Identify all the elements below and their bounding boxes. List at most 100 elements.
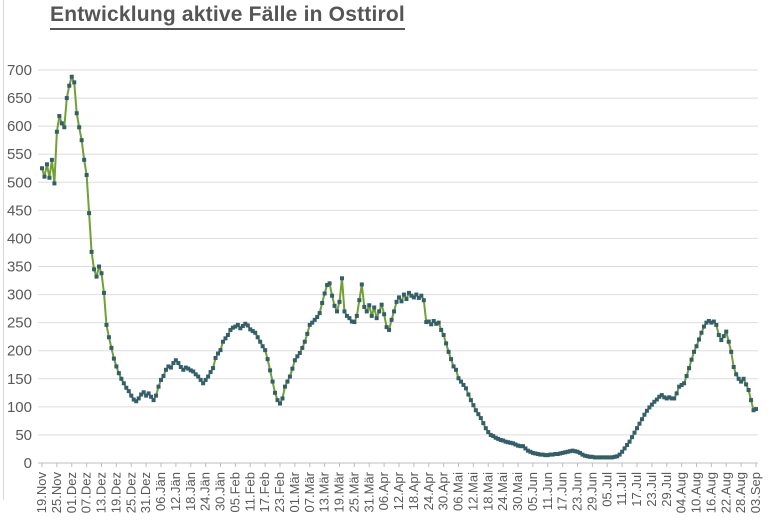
- data-point-marker: [198, 377, 203, 382]
- data-point-marker: [235, 322, 240, 327]
- data-point-marker: [243, 321, 248, 326]
- data-point-marker: [488, 432, 493, 437]
- data-point-marker: [498, 437, 503, 442]
- data-point-marker: [263, 348, 268, 353]
- data-point-marker: [573, 449, 578, 454]
- data-point-marker: [426, 319, 431, 324]
- x-axis-tick-label: 22.Aug: [718, 472, 733, 513]
- data-point-marker: [367, 303, 372, 308]
- data-point-marker: [696, 337, 701, 342]
- data-point-marker: [339, 276, 344, 281]
- data-point-marker: [741, 376, 746, 381]
- x-axis-tick-label: 23.Jun: [570, 472, 585, 511]
- data-point-marker: [176, 361, 181, 366]
- data-point-marker: [188, 368, 193, 373]
- data-point-marker: [238, 326, 243, 331]
- x-axis-tick-label: 10.Aug: [689, 472, 704, 513]
- data-point-marker: [126, 389, 131, 394]
- data-point-marker: [491, 434, 496, 439]
- data-point-marker: [577, 450, 582, 455]
- data-point-marker: [458, 379, 463, 384]
- data-point-marker: [563, 450, 568, 455]
- y-axis-tick-label: 50: [15, 427, 32, 444]
- data-point-marker: [424, 320, 429, 325]
- data-point-marker: [746, 388, 751, 393]
- data-point-marker: [349, 319, 354, 324]
- data-point-marker: [97, 264, 102, 269]
- data-point-marker: [193, 372, 198, 377]
- data-point-marker: [513, 442, 518, 447]
- data-point-marker: [543, 453, 548, 458]
- data-point-marker: [585, 454, 590, 459]
- data-point-marker: [436, 320, 441, 325]
- data-point-marker: [706, 318, 711, 323]
- data-point-marker: [121, 381, 126, 386]
- data-point-marker: [273, 390, 278, 395]
- x-axis-tick-label: 25.Mär: [346, 471, 361, 512]
- data-point-marker: [535, 452, 540, 457]
- data-point-marker: [647, 405, 652, 410]
- data-point-marker: [72, 80, 77, 85]
- data-point-marker: [359, 282, 364, 287]
- data-point-marker: [739, 379, 744, 384]
- data-point-marker: [186, 366, 191, 371]
- data-point-marker: [42, 174, 47, 179]
- data-point-marker: [592, 455, 597, 460]
- data-point-marker: [116, 371, 121, 376]
- data-point-marker: [131, 397, 136, 402]
- data-point-marker: [183, 365, 188, 370]
- data-point-marker: [196, 374, 201, 379]
- data-point-marker: [716, 332, 721, 337]
- y-axis-tick-label: 350: [7, 259, 32, 276]
- x-axis-tick-label: 24.Apr: [421, 471, 436, 510]
- data-point-marker: [617, 452, 622, 457]
- data-point-marker: [692, 349, 697, 354]
- data-point-marker: [600, 455, 605, 460]
- data-point-marker: [379, 302, 384, 307]
- data-point-marker: [389, 317, 394, 322]
- data-point-marker: [364, 309, 369, 314]
- x-axis-tick-label: 24.Jän: [198, 472, 213, 511]
- data-point-marker: [216, 351, 221, 356]
- data-point-marker: [582, 453, 587, 458]
- data-point-marker: [203, 377, 208, 382]
- x-axis-tick-label: 05.Jun: [525, 472, 540, 511]
- x-axis-tick-label: 30.Jän: [213, 472, 228, 511]
- x-axis-tick-label: 16.Aug: [703, 472, 718, 513]
- data-point-marker: [320, 300, 325, 305]
- data-point-marker: [79, 138, 84, 143]
- data-point-marker: [565, 449, 570, 454]
- x-axis-tick-label: 12.Mai: [465, 472, 480, 511]
- data-point-marker: [496, 436, 501, 441]
- data-point-marker: [178, 365, 183, 369]
- x-axis-tick-label: 28.Aug: [733, 472, 748, 513]
- data-point-marker: [654, 397, 659, 402]
- data-point-marker: [642, 412, 647, 417]
- data-point-marker: [486, 430, 491, 435]
- data-point-marker: [463, 386, 468, 391]
- data-point-marker: [652, 399, 657, 404]
- x-axis-tick-label: 11.Jun: [540, 472, 555, 510]
- data-point-marker: [605, 455, 610, 460]
- data-point-marker: [518, 444, 523, 449]
- data-point-marker: [406, 290, 411, 295]
- data-point-marker: [322, 291, 327, 296]
- x-axis-tick-label: 18.Apr: [406, 471, 421, 510]
- data-point-marker: [124, 385, 129, 390]
- data-point-marker: [99, 271, 104, 276]
- data-point-marker: [384, 325, 389, 330]
- data-point-marker: [682, 381, 687, 386]
- data-point-marker: [644, 408, 649, 413]
- data-point-marker: [414, 292, 419, 297]
- data-point-marker: [166, 364, 171, 369]
- data-point-marker: [548, 452, 553, 457]
- data-point-marker: [669, 396, 674, 401]
- data-point-marker: [278, 401, 282, 406]
- data-point-marker: [327, 281, 332, 286]
- data-point-marker: [754, 407, 758, 412]
- data-point-marker: [101, 290, 106, 295]
- data-point-marker: [59, 121, 64, 126]
- data-point-marker: [637, 421, 642, 426]
- data-point-marker: [560, 450, 565, 455]
- x-axis-tick-label: 06.Apr: [376, 471, 391, 510]
